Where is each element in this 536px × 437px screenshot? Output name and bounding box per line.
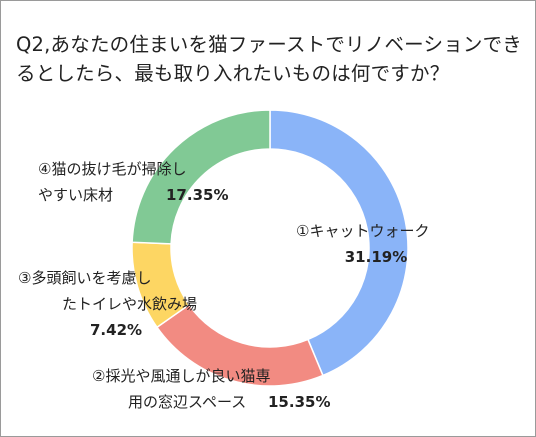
donut-slice-1 xyxy=(269,109,409,377)
donut-slice-4 xyxy=(131,109,271,245)
slice-label-2: ②採光や風通しが良い猫専 xyxy=(92,367,270,385)
slice-label-4: ④猫の抜け毛が掃除し xyxy=(38,160,186,178)
chart-title: Q2,あなたの住まいを猫ファーストでリノベーションできるとしたら、最も取り入れた… xyxy=(16,33,522,85)
donut-slices xyxy=(131,109,409,387)
slice-value-2: 15.35% xyxy=(268,393,330,411)
slice-label-3: ③多頭飼いを考慮し xyxy=(18,269,151,287)
slice-label-1: ①キャットウォーク xyxy=(296,222,429,240)
slice-value-1: 31.19% xyxy=(345,248,407,266)
slice-label-4-line2: やすい床材 xyxy=(38,186,113,204)
slice-label-3-line2: たトイレや水飲み場 xyxy=(62,295,197,313)
slice-value-3: 7.42% xyxy=(90,321,142,339)
slice-label-2-line2: 用の窓辺スペース xyxy=(128,393,246,411)
slice-value-4: 17.35% xyxy=(166,186,228,204)
